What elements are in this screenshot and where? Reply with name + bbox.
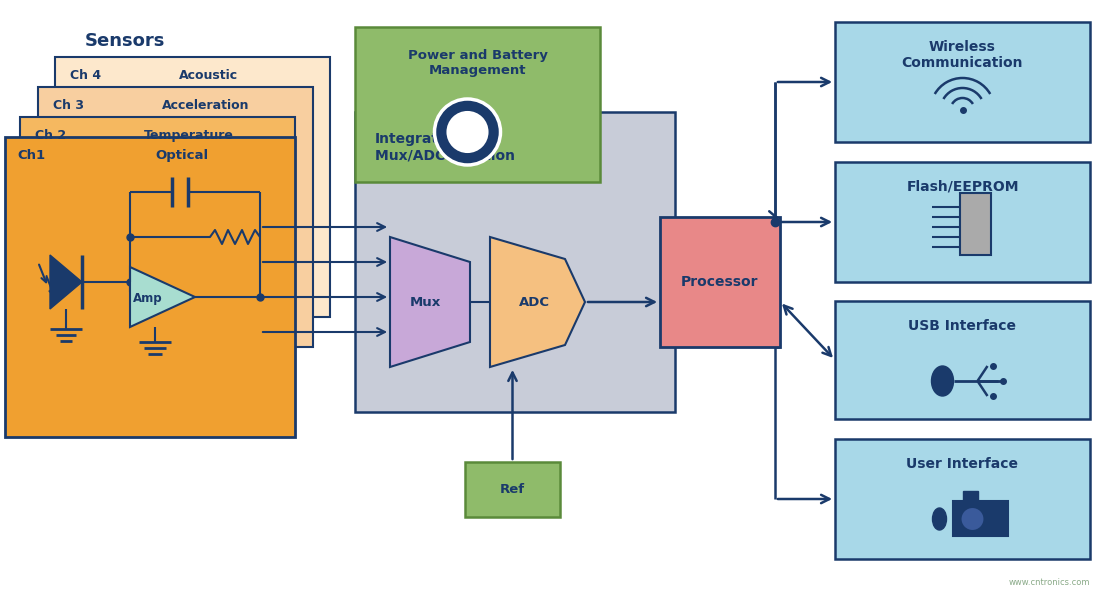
Bar	[835, 22, 1090, 142]
Text: Sensors: Sensors	[84, 32, 165, 50]
Text: USB Interface: USB Interface	[908, 319, 1017, 333]
Text: Integrated
Mux/ADC Solution: Integrated Mux/ADC Solution	[375, 132, 515, 162]
Text: Temperature: Temperature	[144, 129, 234, 142]
Text: www.cntronics.com: www.cntronics.com	[1008, 578, 1090, 587]
Text: Wireless
Communication: Wireless Communication	[902, 40, 1024, 70]
Text: Optical: Optical	[155, 149, 208, 162]
Ellipse shape	[933, 508, 946, 530]
Circle shape	[435, 99, 500, 165]
Text: Mux: Mux	[409, 296, 440, 309]
Bar	[355, 27, 600, 182]
Bar	[355, 112, 675, 412]
Bar	[835, 301, 1090, 419]
Text: Amp: Amp	[133, 293, 163, 306]
Bar	[835, 439, 1090, 559]
Text: Power and Battery
Management: Power and Battery Management	[408, 49, 548, 77]
Text: Flash/EEPROM: Flash/EEPROM	[906, 180, 1019, 194]
Text: Ch 2: Ch 2	[35, 129, 67, 142]
Circle shape	[960, 507, 985, 531]
Bar	[20, 117, 295, 377]
Polygon shape	[490, 237, 586, 367]
Bar	[38, 87, 313, 347]
Bar	[835, 162, 1090, 282]
Polygon shape	[130, 267, 195, 327]
Bar	[960, 193, 990, 255]
Text: Ref: Ref	[500, 483, 525, 496]
Text: User Interface: User Interface	[906, 457, 1018, 471]
Bar	[953, 501, 1007, 536]
Text: ADC: ADC	[519, 296, 549, 309]
Bar	[660, 217, 780, 347]
Bar	[55, 57, 330, 317]
Polygon shape	[390, 237, 470, 367]
Text: Acoustic: Acoustic	[179, 69, 237, 82]
Text: Processor: Processor	[681, 275, 759, 289]
Text: Ch 3: Ch 3	[53, 99, 84, 112]
Ellipse shape	[932, 366, 954, 396]
Text: Acceleration: Acceleration	[162, 99, 250, 112]
Bar	[465, 462, 560, 517]
Bar	[6, 137, 295, 437]
Polygon shape	[50, 255, 82, 309]
Polygon shape	[963, 491, 977, 502]
Text: Ch 4: Ch 4	[70, 69, 101, 82]
Circle shape	[448, 112, 488, 152]
Text: Ch1: Ch1	[17, 149, 45, 162]
